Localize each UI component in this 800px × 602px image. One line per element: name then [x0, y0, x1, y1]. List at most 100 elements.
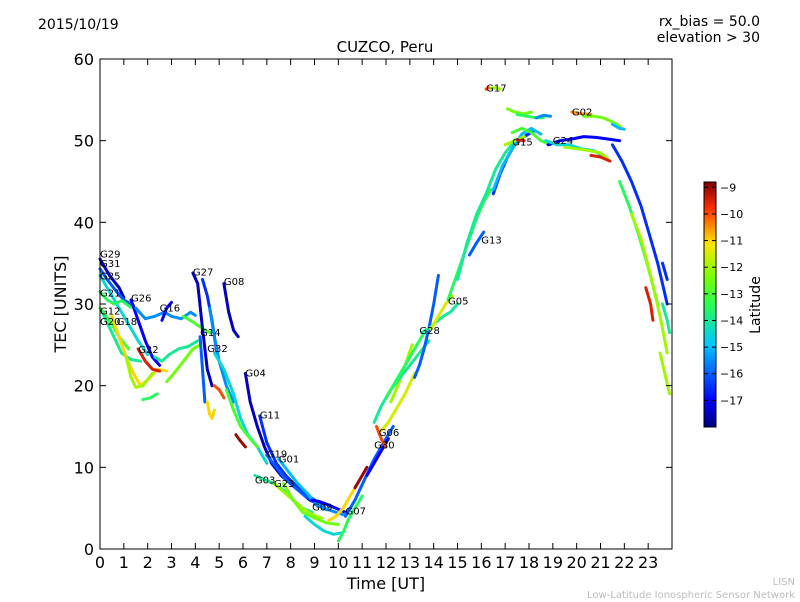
x-tick-label: 16: [471, 553, 491, 572]
satellite-label: G18: [117, 317, 137, 328]
series-line-33: [303, 514, 345, 536]
x-tick-label: 4: [190, 553, 200, 572]
series-line-51: [467, 230, 486, 257]
y-tick-label: 60: [74, 50, 94, 69]
satellite-label: G05: [448, 297, 468, 308]
series-line-25: [234, 433, 247, 449]
series-line-60: [534, 113, 552, 120]
series-line-58: [506, 107, 533, 116]
series-line-8: [136, 347, 162, 373]
series-line-15: [160, 300, 173, 322]
series-line-74: [661, 261, 669, 281]
satellite-label: G31: [100, 259, 120, 270]
footer-credit: LISN Low-Latitude Ionospheric Sensor Net…: [587, 576, 795, 602]
series-line-1: [98, 267, 135, 308]
series-line-66: [570, 110, 593, 116]
series-line-9: [129, 298, 162, 367]
x-tick-label: 23: [638, 553, 658, 572]
x-tick-label: 10: [328, 553, 348, 572]
colorbar-tick-label: −12: [720, 261, 743, 274]
x-tick-label: 13: [400, 553, 420, 572]
satellite-label: G23: [274, 479, 294, 490]
satellite-label: G26: [131, 294, 151, 305]
satellite-label: G29: [100, 249, 120, 260]
series-line-47: [420, 302, 459, 335]
colorbar-tick-label: −10: [720, 208, 743, 221]
satellite-label: G11: [260, 410, 280, 421]
colorbar-tick-label: −15: [720, 341, 743, 354]
series-line-69: [610, 143, 669, 306]
series-line-72: [644, 286, 655, 322]
series-line-27: [258, 414, 316, 502]
series-line-61: [515, 138, 526, 143]
satellite-label: G20: [100, 317, 120, 328]
y-tick-label: 0: [84, 540, 94, 559]
colorbar-tick-label: −16: [720, 368, 743, 381]
series-line-54: [503, 135, 526, 147]
x-tick-label: 7: [262, 553, 272, 572]
satellite-label: G24: [553, 136, 573, 147]
satellite-label: G12: [100, 307, 120, 318]
series-line-10: [134, 306, 197, 321]
series-line-14: [181, 314, 212, 335]
series-line-12: [153, 339, 200, 363]
series-line-23: [222, 282, 240, 339]
x-tick-label: 6: [238, 553, 248, 572]
series-line-38: [353, 465, 369, 490]
series-line-34: [310, 498, 347, 514]
satellite-label: G28: [419, 326, 439, 337]
series-line-68: [610, 122, 626, 131]
x-tick-label: 11: [352, 553, 372, 572]
series-line-44: [372, 339, 431, 424]
series-line-35: [313, 502, 350, 517]
satellite-label: G07: [346, 507, 366, 518]
series-line-65: [589, 153, 612, 163]
date-label: 2015/10/19: [38, 17, 119, 33]
y-tick-label: 40: [74, 213, 94, 232]
series-line-7: [124, 355, 154, 389]
x-tick-label: 5: [214, 553, 224, 572]
x-tick-label: 2: [143, 553, 153, 572]
colorbar-tick-label: −14: [720, 314, 743, 327]
x-tick-label: 1: [119, 553, 129, 572]
x-tick-label: 14: [423, 553, 443, 572]
series-line-56: [484, 86, 490, 91]
series-line-5: [100, 310, 142, 363]
plot-frame: [99, 58, 673, 550]
satellite-label: G30: [374, 441, 394, 452]
elevation-label: elevation > 30: [656, 30, 760, 46]
y-tick-label: 10: [74, 458, 94, 477]
satellite-label: G08: [224, 277, 244, 288]
x-tick-label: 21: [590, 553, 610, 572]
series-line-53: [491, 126, 543, 192]
series-line-41: [375, 425, 388, 449]
satellite-label: G17: [486, 84, 506, 95]
series-line-42: [379, 371, 417, 433]
colorbar-tick-label: −13: [720, 288, 743, 301]
y-tick-label: 20: [74, 377, 94, 396]
satellite-label: G19: [267, 450, 287, 461]
footer-org-short: LISN: [772, 577, 795, 588]
x-tick-label: 0: [95, 553, 105, 572]
x-tick-label: 19: [543, 553, 563, 572]
series-line-16: [191, 271, 214, 388]
satellite-label: G25: [100, 271, 120, 282]
series-line-2: [98, 273, 150, 357]
series-line-62: [546, 135, 622, 147]
satellite-label: G13: [481, 236, 501, 247]
satellite-label: G15: [512, 138, 532, 149]
series-line-20: [212, 384, 226, 400]
series-layer: [98, 86, 672, 543]
y-tick-label: 50: [74, 132, 94, 151]
satellite-label: G02: [572, 107, 592, 118]
colorbar-tick-label: −11: [720, 235, 743, 248]
x-tick-label: 12: [376, 553, 396, 572]
series-line-32: [282, 482, 340, 526]
satellite-label: G21: [100, 289, 120, 300]
chart-title: CUZCO, Peru: [336, 38, 434, 56]
series-line-46: [413, 273, 440, 379]
satellite-label: G09: [312, 503, 332, 514]
satellite-label: G03: [255, 476, 275, 487]
